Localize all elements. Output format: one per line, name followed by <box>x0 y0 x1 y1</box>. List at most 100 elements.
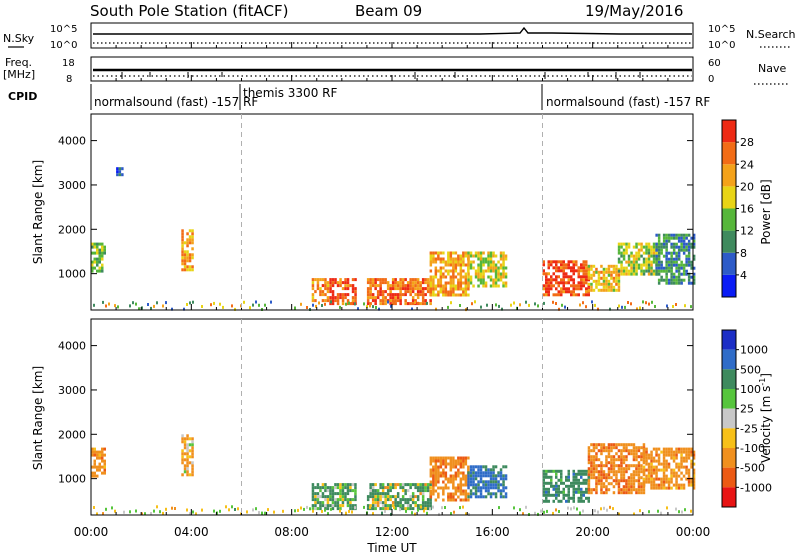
range-gate-cell <box>329 492 332 496</box>
range-gate-cell <box>326 489 330 493</box>
range-gate-cell <box>620 455 623 459</box>
range-gate-cell <box>665 248 668 252</box>
range-gate-cell <box>401 284 405 288</box>
colorbar-tick-label: 1000 <box>740 344 768 357</box>
range-gate-cell <box>595 458 598 462</box>
range-gate-cell <box>675 257 678 261</box>
range-gate-cell <box>93 242 96 246</box>
range-gate-cell <box>645 480 648 484</box>
range-gate-cell <box>371 507 375 511</box>
range-gate-cell <box>384 278 387 282</box>
range-gate-cell <box>682 245 686 249</box>
range-gate-cell <box>660 450 663 454</box>
range-gate-cell <box>625 488 628 492</box>
range-gate-cell <box>181 238 184 242</box>
range-gate-cell <box>547 475 550 479</box>
range-gate-cell <box>153 304 155 308</box>
range-gate-cell <box>138 307 140 311</box>
range-gate-cell <box>647 462 651 466</box>
range-gate-cell <box>642 468 646 472</box>
range-gate-cell <box>186 443 189 447</box>
range-gate-cell <box>607 443 611 447</box>
range-gate-cell <box>625 242 628 246</box>
range-gate-cell <box>487 492 490 496</box>
range-gate-cell <box>409 293 412 297</box>
range-gate-cell <box>660 462 663 466</box>
range-gate-cell <box>675 474 678 478</box>
range-gate-cell <box>344 486 347 490</box>
range-gate-cell <box>315 304 317 308</box>
range-gate-cell <box>547 287 550 291</box>
range-gate-cell <box>587 461 591 465</box>
range-gate-cell <box>234 307 236 311</box>
range-gate-cell <box>394 507 397 511</box>
range-gate-cell <box>474 471 478 475</box>
range-gate-cell <box>557 293 560 297</box>
range-gate-cell <box>477 278 480 282</box>
range-gate-cell <box>434 477 438 481</box>
range-gate-cell <box>354 495 357 499</box>
range-gate-cell <box>379 281 382 285</box>
range-gate-cell <box>316 281 320 285</box>
range-gate-cell <box>467 498 470 502</box>
range-gate-cell <box>213 301 215 305</box>
range-gate-cell <box>462 492 465 496</box>
range-gate-cell <box>329 278 332 282</box>
range-gate-cell <box>612 479 616 483</box>
range-gate-cell <box>311 486 315 490</box>
range-gate-cell <box>469 281 473 285</box>
range-gate-cell <box>662 474 666 478</box>
range-gate-cell <box>93 251 96 255</box>
range-gate-cell <box>391 293 395 297</box>
range-gate-cell <box>672 278 676 282</box>
range-gate-cell <box>369 302 372 306</box>
range-gate-cell <box>389 495 392 499</box>
range-gate-cell <box>429 281 433 285</box>
range-gate-cell <box>562 284 565 288</box>
range-gate-cell <box>590 264 593 268</box>
range-gate-cell <box>479 257 483 261</box>
range-gate-cell <box>605 458 608 462</box>
range-gate-cell <box>657 242 661 246</box>
range-gate-cell <box>494 465 498 469</box>
range-gate-cell <box>630 476 633 480</box>
range-gate-cell <box>389 489 392 493</box>
range-gate-cell <box>331 495 335 499</box>
range-gate-cell <box>153 509 155 513</box>
range-gate-cell <box>479 272 483 276</box>
range-gate-cell <box>156 301 158 305</box>
range-gate-cell <box>502 272 505 276</box>
range-gate-cell <box>577 284 580 288</box>
range-gate-cell <box>98 242 101 246</box>
range-gate-cell <box>672 245 676 249</box>
range-gate-cell <box>577 275 580 279</box>
range-gate-cell <box>411 278 415 282</box>
range-gate-cell <box>429 287 433 291</box>
range-gate-cell <box>605 476 608 480</box>
range-gate-cell <box>597 307 599 311</box>
range-gate-cell <box>545 290 548 294</box>
range-gate-cell <box>406 287 410 291</box>
range-gate-cell <box>632 452 636 456</box>
range-gate-cell <box>502 269 505 273</box>
range-gate-cell <box>504 474 508 478</box>
range-gate-cell <box>447 251 450 255</box>
range-gate-cell <box>444 483 448 487</box>
range-gate-cell <box>685 471 688 475</box>
range-gate-cell <box>326 498 330 502</box>
range-gate-cell <box>474 465 478 469</box>
range-gate-cell <box>615 279 618 283</box>
range-gate-cell <box>552 284 555 288</box>
range-gate-cell <box>680 281 683 285</box>
range-gate-cell <box>692 245 696 249</box>
range-gate-cell <box>391 495 395 499</box>
range-gate-cell <box>386 284 390 288</box>
range-gate-cell <box>372 512 374 516</box>
range-gate-cell <box>595 282 598 286</box>
range-gate-cell <box>685 236 688 240</box>
range-gate-cell <box>687 468 691 472</box>
range-gate-cell <box>404 278 407 282</box>
range-gate-cell <box>660 468 663 472</box>
range-gate-cell <box>580 499 583 503</box>
